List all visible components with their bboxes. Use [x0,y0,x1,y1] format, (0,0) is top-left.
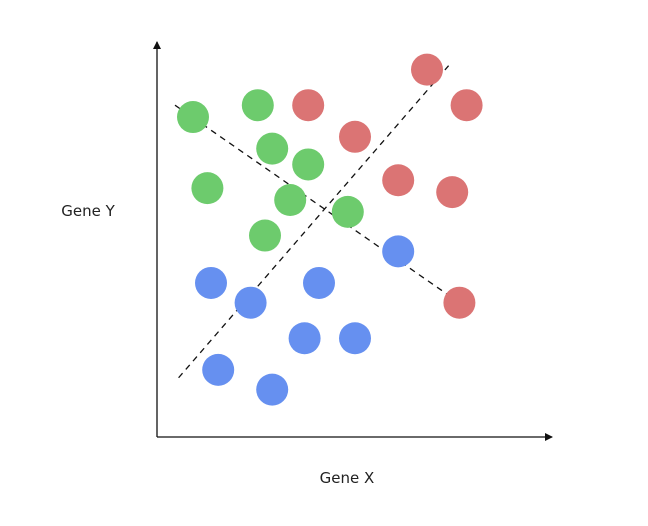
green-point-7 [331,195,364,228]
blue-point-8 [256,373,289,406]
blue-point-7 [202,353,235,386]
green-point-2 [241,89,274,122]
blue-point-6 [339,322,371,355]
data-points [177,53,483,406]
green-point-1 [177,101,209,134]
dashed-lines [174,65,460,379]
blue-point-2 [195,266,227,299]
red-point-2 [450,89,483,122]
x-axis-label: Gene X [320,469,375,487]
red-point-7 [443,286,476,319]
green-point-4 [292,148,325,181]
blue-point-1 [382,235,415,268]
green-point-3 [256,132,289,165]
dashed-line-1 [178,65,450,379]
red-point-5 [382,164,415,197]
dashed-line-2 [174,104,460,304]
red-point-6 [436,176,469,209]
y-axis-label: Gene Y [61,202,115,220]
green-point-6 [274,184,307,216]
red-point-1 [411,53,443,86]
green-point-8 [249,219,281,252]
red-point-3 [292,89,325,122]
blue-point-5 [288,322,321,355]
green-point-5 [191,172,224,205]
blue-point-3 [234,286,267,319]
red-point-4 [339,120,371,153]
blue-point-4 [303,266,335,299]
